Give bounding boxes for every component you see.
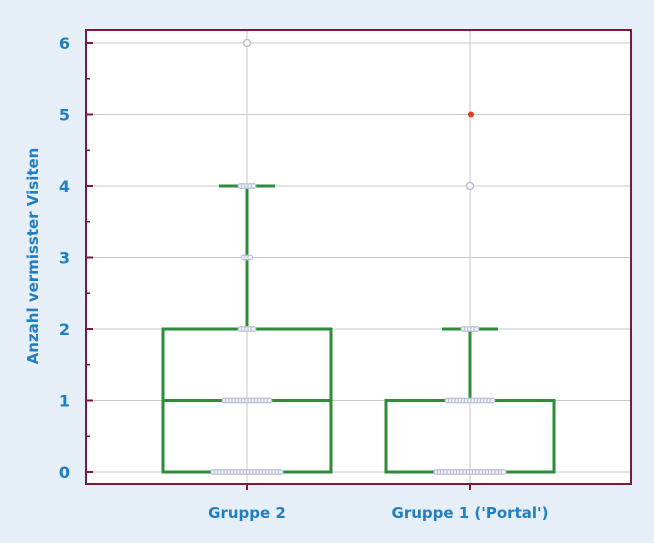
- box-2: [384, 111, 556, 476]
- y-tick-label: 3: [59, 249, 70, 268]
- outlier-point: [465, 181, 475, 191]
- x-axis-labels: Gruppe 2 Gruppe 1 ('Portal'): [208, 484, 548, 522]
- boxes: [161, 38, 556, 476]
- data-point: [473, 326, 480, 333]
- y-tick-label: 5: [59, 106, 70, 125]
- data-point: [250, 326, 257, 333]
- y-tick-label: 6: [59, 34, 70, 53]
- x-tick-label: Gruppe 1 ('Portal'): [392, 504, 549, 522]
- data-point: [250, 183, 257, 190]
- y-axis-label: Anzahl vermisster Visiten: [24, 148, 42, 365]
- y-tick-label: 1: [59, 392, 70, 411]
- data-point: [266, 397, 273, 404]
- outlier-point: [242, 38, 252, 48]
- box-1: [161, 38, 333, 476]
- data-point: [489, 397, 496, 404]
- outlier-point: [468, 111, 474, 118]
- data-point: [277, 469, 284, 476]
- y-tick-label: 4: [59, 177, 70, 196]
- x-tick-label: Gruppe 2: [208, 504, 286, 522]
- y-tick-label: 0: [59, 463, 70, 482]
- y-axis-ticks: 0 1 2 3 4 5 6: [59, 34, 93, 482]
- y-tick-label: 2: [59, 320, 70, 339]
- data-point: [247, 254, 254, 261]
- data-point: [500, 469, 507, 476]
